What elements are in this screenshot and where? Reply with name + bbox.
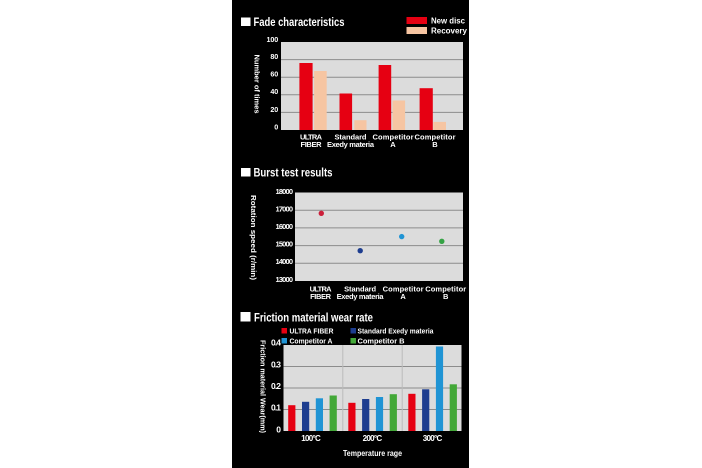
svg-text:Number of times: Number of times: [253, 55, 262, 114]
svg-text:A: A: [390, 140, 396, 149]
svg-text:100: 100: [267, 35, 279, 44]
svg-text:Competitor A: Competitor A: [290, 336, 334, 345]
svg-text:Exedy materia: Exedy materia: [327, 140, 375, 149]
svg-text:60: 60: [270, 70, 278, 79]
svg-text:Burst test results: Burst test results: [254, 166, 333, 180]
svg-text:20: 20: [270, 105, 278, 114]
svg-text:0.1: 0.1: [271, 402, 281, 412]
svg-text:18000: 18000: [276, 187, 294, 196]
svg-text:14000: 14000: [276, 257, 294, 266]
svg-text:Friction material wear rate: Friction material wear rate: [254, 311, 373, 325]
svg-text:FIBER: FIBER: [310, 292, 332, 301]
svg-text:16000: 16000: [276, 222, 294, 231]
svg-text:ULTRA FIBER: ULTRA FIBER: [290, 326, 335, 335]
svg-text:0.4: 0.4: [271, 338, 281, 348]
svg-text:0.3: 0.3: [271, 359, 281, 369]
svg-text:17000: 17000: [276, 205, 294, 214]
svg-text:Competitor: Competitor: [415, 133, 456, 142]
svg-text:FIBER: FIBER: [301, 140, 323, 149]
svg-text:New disc: New disc: [431, 17, 466, 26]
svg-text:80: 80: [270, 52, 278, 61]
svg-text:Fade characteristics: Fade characteristics: [254, 15, 345, 29]
svg-text:Standard: Standard: [344, 285, 376, 294]
svg-text:40: 40: [270, 87, 278, 96]
svg-text:Standard: Standard: [335, 133, 367, 142]
svg-text:0.2: 0.2: [271, 381, 281, 391]
svg-text:13000: 13000: [276, 275, 294, 284]
svg-text:B: B: [432, 140, 438, 149]
svg-text:100°C: 100°C: [301, 434, 321, 443]
svg-text:Recovery: Recovery: [431, 27, 468, 36]
svg-text:Standard Exedy materia: Standard Exedy materia: [358, 326, 435, 335]
svg-text:200°C: 200°C: [363, 434, 383, 443]
svg-text:15000: 15000: [276, 240, 294, 249]
svg-text:0: 0: [274, 122, 278, 131]
svg-text:Competitor: Competitor: [425, 285, 466, 294]
svg-text:300°C: 300°C: [423, 434, 443, 443]
svg-text:A: A: [400, 292, 406, 301]
svg-text:Temperature rage: Temperature rage: [343, 448, 402, 458]
svg-text:Competitor: Competitor: [373, 133, 414, 142]
svg-text:Competitor: Competitor: [383, 285, 424, 294]
svg-text:Friction material Wear(mm): Friction material Wear(mm): [259, 340, 268, 433]
svg-text:Exedy materia: Exedy materia: [337, 292, 385, 301]
svg-text:ULTRA: ULTRA: [310, 285, 333, 294]
svg-text:0: 0: [276, 425, 281, 435]
svg-text:B: B: [443, 292, 449, 301]
svg-text:Competitor B: Competitor B: [358, 336, 406, 345]
svg-text:Rotation speed (r/min): Rotation speed (r/min): [249, 195, 258, 281]
svg-text:ULTRA: ULTRA: [300, 133, 323, 142]
